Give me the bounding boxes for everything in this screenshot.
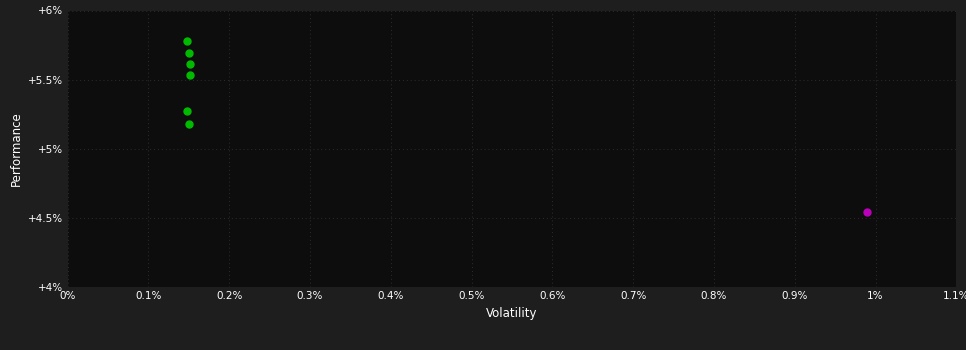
Point [860, 210, 875, 215]
X-axis label: Volatility: Volatility [486, 307, 538, 320]
Point [183, 73, 198, 78]
Point [180, 38, 195, 44]
Point [181, 50, 196, 56]
Y-axis label: Performance: Performance [10, 111, 23, 186]
Point [182, 62, 197, 67]
Point [181, 121, 196, 127]
Point [180, 108, 195, 114]
